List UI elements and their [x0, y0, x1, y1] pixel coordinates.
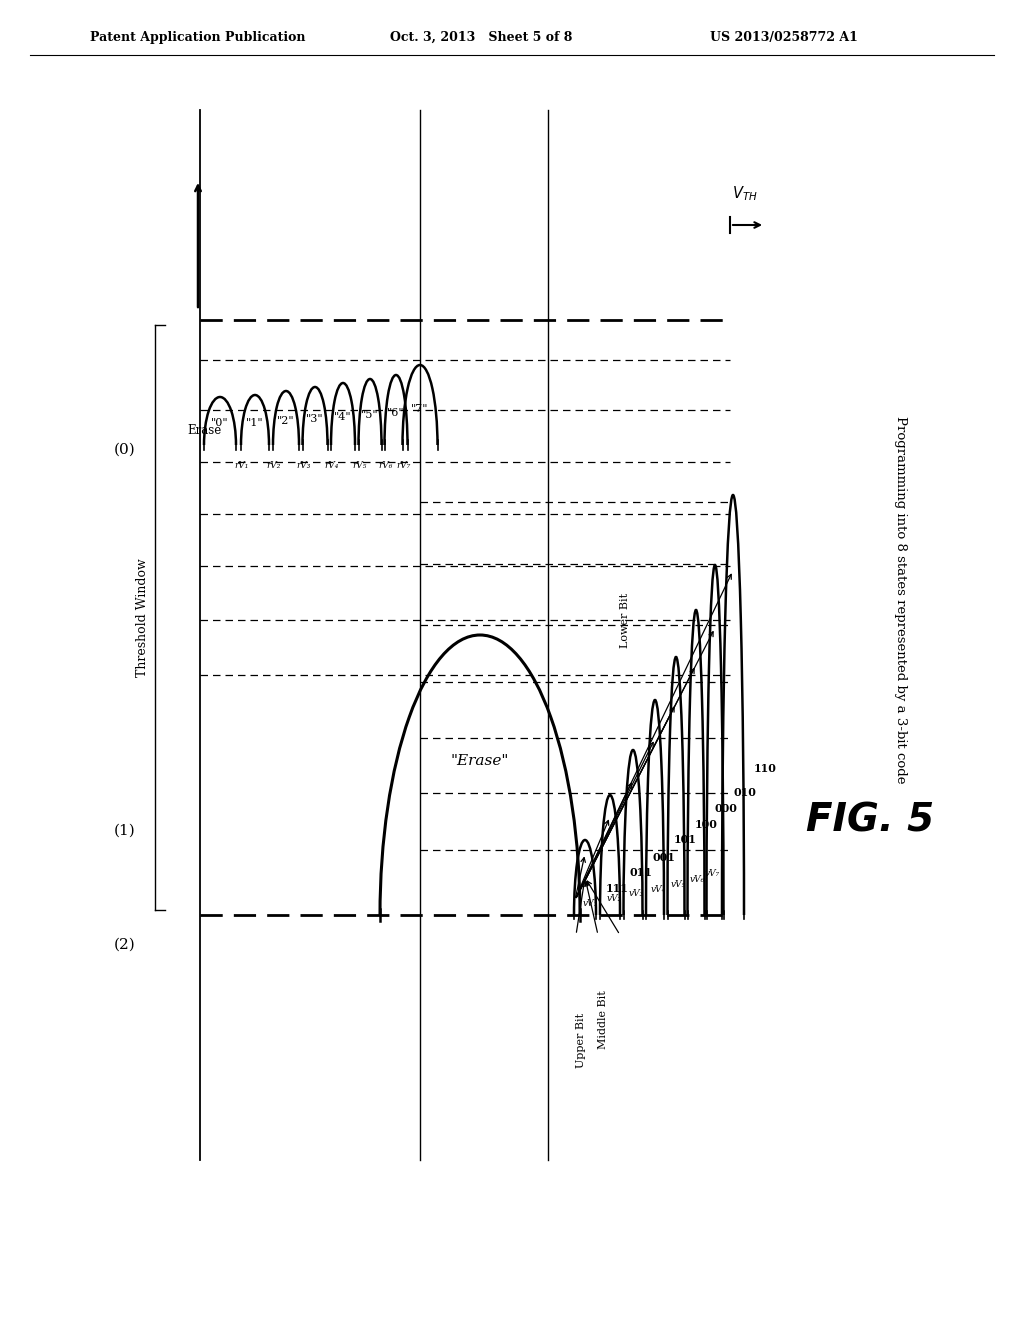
Text: Upper Bit: Upper Bit: [575, 1012, 586, 1068]
Text: "5": "5": [361, 411, 379, 420]
Text: 111: 111: [606, 883, 629, 894]
Text: vV₁: vV₁: [583, 899, 598, 908]
Text: "7": "7": [412, 404, 429, 414]
Text: rV₇: rV₇: [396, 461, 411, 470]
Text: rV₁: rV₁: [234, 461, 249, 470]
Text: vV₇: vV₇: [705, 869, 720, 878]
Text: (2): (2): [114, 939, 136, 952]
Text: Programming into 8 states represented by a 3-bit code: Programming into 8 states represented by…: [894, 416, 906, 784]
Text: $V_{TH}$: $V_{TH}$: [732, 185, 758, 203]
Text: US 2013/0258772 A1: US 2013/0258772 A1: [710, 30, 858, 44]
Text: rV₃: rV₃: [296, 461, 310, 470]
Text: rV₅: rV₅: [352, 461, 367, 470]
Text: rV₆: rV₆: [378, 461, 392, 470]
Text: rV₂: rV₂: [267, 461, 282, 470]
Text: 110: 110: [754, 763, 777, 774]
Text: FIG. 5: FIG. 5: [806, 801, 934, 840]
Text: (1): (1): [114, 824, 136, 838]
Text: 010: 010: [733, 787, 757, 799]
Text: Patent Application Publication: Patent Application Publication: [90, 30, 305, 44]
Text: vV₃: vV₃: [629, 888, 644, 898]
Text: 000: 000: [715, 803, 737, 813]
Text: Lower Bit: Lower Bit: [620, 593, 630, 648]
Text: 101: 101: [674, 834, 697, 845]
Text: rV₄: rV₄: [325, 461, 339, 470]
Text: "Erase": "Erase": [451, 754, 509, 768]
Text: "3": "3": [306, 414, 324, 424]
Text: Threshold Window: Threshold Window: [136, 558, 150, 677]
Text: "0": "0": [211, 418, 228, 429]
Text: vV₆: vV₆: [689, 875, 705, 884]
Text: 001: 001: [652, 851, 676, 863]
Text: vV₄: vV₄: [650, 884, 666, 894]
Text: "6": "6": [387, 408, 404, 418]
Text: "4": "4": [334, 412, 352, 422]
Text: "1": "1": [246, 417, 264, 428]
Text: 011: 011: [630, 867, 653, 879]
Text: (0): (0): [114, 444, 136, 457]
Text: Erase: Erase: [187, 424, 221, 437]
Text: vV₅: vV₅: [671, 880, 685, 888]
Text: Oct. 3, 2013   Sheet 5 of 8: Oct. 3, 2013 Sheet 5 of 8: [390, 30, 572, 44]
Text: "2": "2": [278, 416, 295, 425]
Text: Middle Bit: Middle Bit: [598, 990, 608, 1049]
Text: vV₂: vV₂: [606, 894, 622, 903]
Text: 100: 100: [694, 820, 718, 830]
